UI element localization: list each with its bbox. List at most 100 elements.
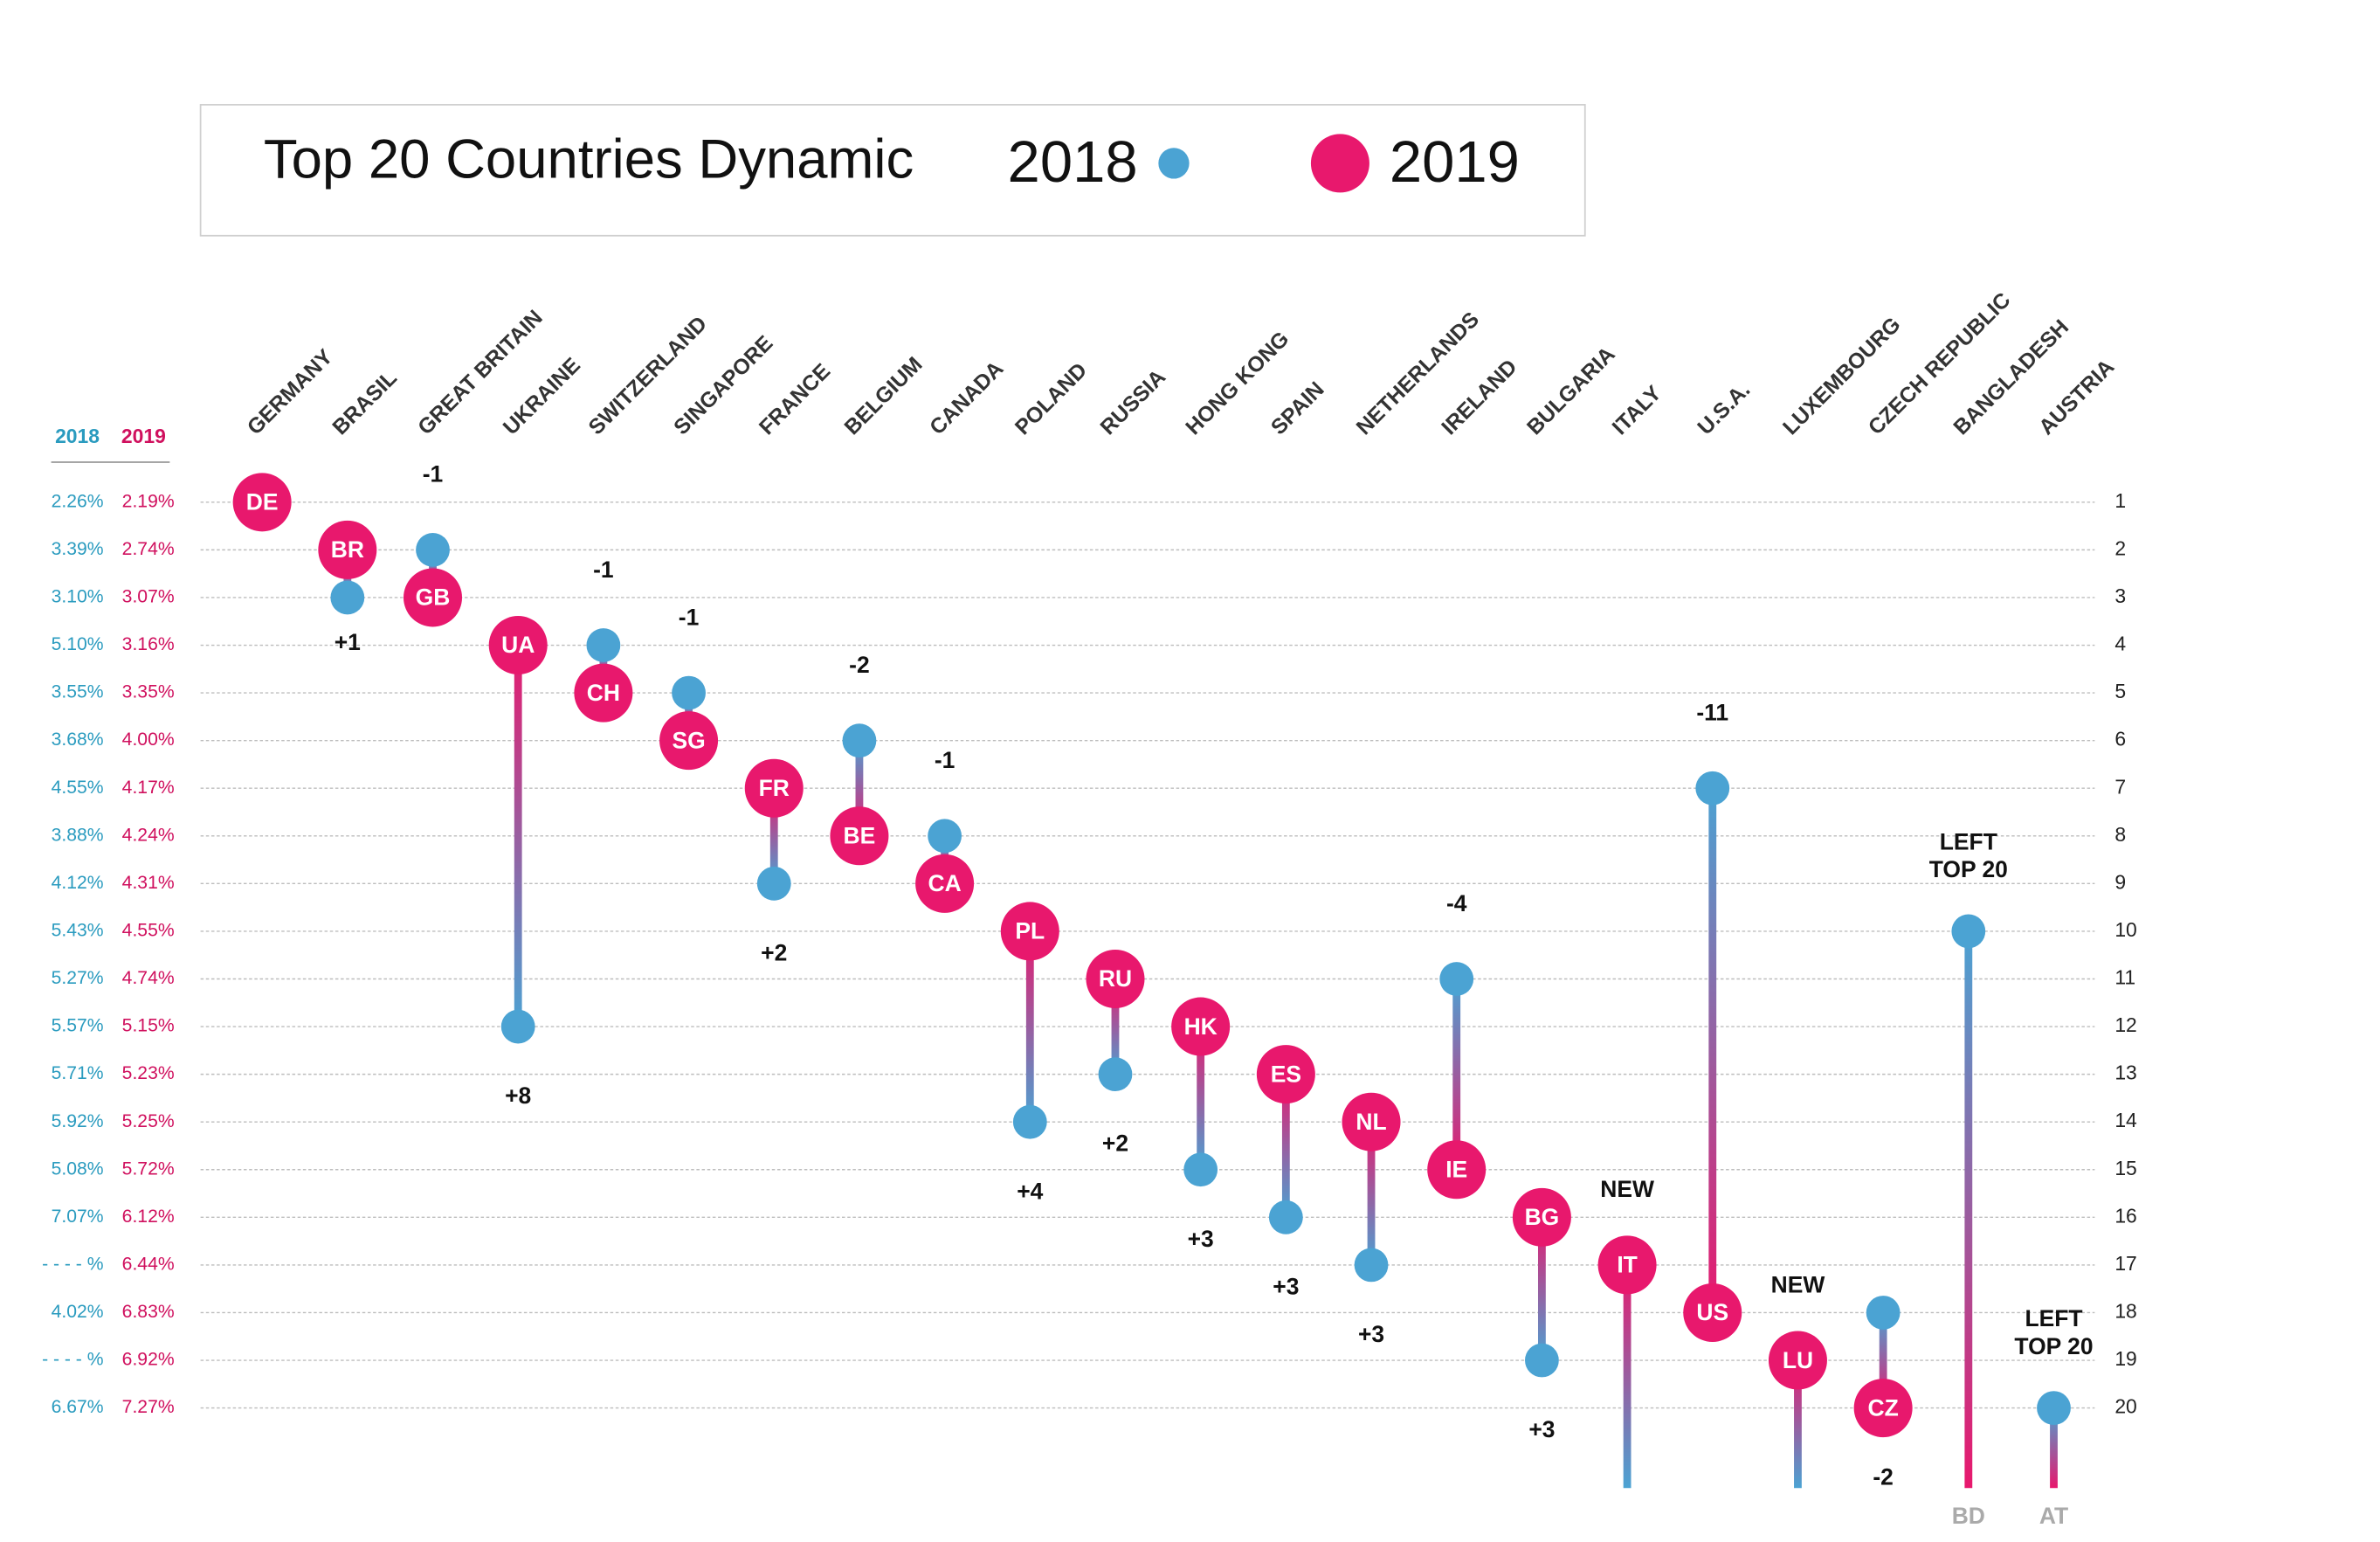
country-code: ES — [1271, 1061, 1301, 1087]
country-label: CANADA — [926, 356, 1009, 439]
change-label: -1 — [679, 604, 700, 630]
share-value: 4.24% — [122, 825, 175, 845]
change-label: LEFT TOP 20 — [1929, 828, 2008, 882]
country-label: RUSSIA — [1096, 365, 1170, 439]
y-tick-label: 3 — [2114, 584, 2126, 607]
y-tick-label: 10 — [2114, 918, 2136, 941]
marker-2019 — [318, 520, 377, 579]
change-label: +3 — [1358, 1321, 1384, 1347]
marker-2018 — [1098, 1057, 1133, 1092]
share-value: 6.12% — [122, 1207, 175, 1227]
share-value: 6.67% — [52, 1397, 104, 1417]
marker-2019 — [404, 568, 463, 627]
share-value: 4.12% — [52, 873, 104, 893]
share-value: 3.16% — [122, 634, 175, 654]
country-label: AUSTRIA — [2035, 355, 2120, 439]
y-tick-label: 14 — [2114, 1109, 2137, 1131]
marker-2018 — [672, 675, 706, 710]
marker-2019 — [488, 616, 548, 675]
marker-2019 — [915, 854, 975, 913]
country-label: U.S.A. — [1694, 378, 1755, 439]
marker-2018 — [928, 819, 962, 854]
marker-2018 — [330, 580, 365, 615]
y-tick-label: 5 — [2114, 680, 2126, 702]
legend-label: 2018 — [1008, 129, 1138, 195]
country-label: FRANCE — [755, 359, 835, 439]
marker-2019 — [1683, 1283, 1742, 1342]
change-label: +8 — [505, 1082, 531, 1109]
y-tick-label: 13 — [2114, 1061, 2136, 1084]
share-value: 3.88% — [52, 825, 104, 845]
marker-2018 — [842, 723, 877, 758]
marker-2019 — [1512, 1187, 1571, 1247]
change-label: NEW — [1771, 1271, 1825, 1297]
country-code: HK — [1184, 1013, 1218, 1040]
country-code: IT — [1617, 1252, 1638, 1278]
share-value: 4.00% — [122, 730, 175, 750]
y-tick-label: 11 — [2114, 966, 2135, 989]
country-label: CZECH REPUBLIC — [1864, 288, 2015, 439]
table-header: 2018 — [55, 425, 100, 447]
change-label: -2 — [1873, 1464, 1894, 1490]
y-tick-label: 16 — [2114, 1204, 2136, 1227]
change-label: +3 — [1188, 1226, 1214, 1252]
country-code: CA — [928, 870, 962, 896]
marker-2018 — [1525, 1343, 1559, 1378]
country-code: BG — [1525, 1204, 1560, 1230]
share-value: 6.92% — [122, 1350, 175, 1370]
marker-2019 — [574, 663, 633, 723]
share-value: 5.25% — [122, 1111, 175, 1131]
country-code: US — [1696, 1299, 1728, 1325]
change-label: LEFT TOP 20 — [2014, 1305, 2093, 1359]
y-tick-label: 4 — [2114, 633, 2126, 655]
marker-2019 — [1342, 1092, 1401, 1151]
y-tick-label: 17 — [2114, 1252, 2136, 1275]
share-value: 5.72% — [122, 1158, 175, 1179]
legend-label: 2019 — [1390, 129, 1520, 195]
country-code: UA — [501, 632, 535, 658]
country-label: SPAIN — [1266, 377, 1328, 439]
legend-marker — [1310, 134, 1369, 193]
share-value: 5.71% — [52, 1063, 104, 1083]
share-value: 5.15% — [122, 1016, 175, 1036]
marker-2018 — [416, 532, 450, 567]
country-label: ITALY — [1608, 381, 1666, 439]
change-label: +3 — [1528, 1416, 1555, 1442]
share-value: 4.17% — [122, 778, 175, 798]
marker-2019 — [1171, 997, 1231, 1056]
share-value: 2.26% — [52, 491, 104, 511]
country-label: GERMANY — [243, 345, 338, 440]
marker-2018 — [1268, 1200, 1303, 1234]
change-label: +2 — [761, 939, 787, 965]
marker-2018 — [1012, 1104, 1047, 1139]
share-value: 6.44% — [122, 1254, 175, 1274]
y-tick-label: 18 — [2114, 1300, 2136, 1323]
marker-2019 — [830, 806, 889, 866]
share-value: 4.02% — [52, 1302, 104, 1322]
marker-2019 — [1853, 1379, 1913, 1438]
share-value: 4.74% — [122, 968, 175, 988]
marker-2018 — [2037, 1391, 2071, 1425]
change-label: NEW — [1600, 1176, 1654, 1202]
y-tick-label: 2 — [2114, 536, 2126, 559]
marker-2018 — [1951, 914, 1986, 949]
change-label: +2 — [1102, 1131, 1128, 1157]
change-label: -1 — [593, 557, 614, 583]
share-value: 4.31% — [122, 873, 175, 893]
change-label: -4 — [1446, 890, 1467, 916]
country-code: PL — [1015, 918, 1045, 944]
share-value: 3.39% — [52, 539, 104, 559]
change-label: +3 — [1273, 1273, 1299, 1299]
share-value: 2.19% — [122, 491, 175, 511]
table-header: 2019 — [121, 425, 166, 447]
marker-2019 — [1597, 1235, 1657, 1295]
marker-2018 — [1439, 962, 1474, 996]
share-value: 7.27% — [122, 1397, 175, 1417]
share-value: 3.35% — [122, 682, 175, 702]
change-label: -11 — [1696, 700, 1728, 726]
country-label: POLAND — [1011, 358, 1092, 439]
chart-title: Top 20 Countries Dynamic — [264, 129, 914, 190]
share-value: 3.55% — [52, 682, 104, 702]
